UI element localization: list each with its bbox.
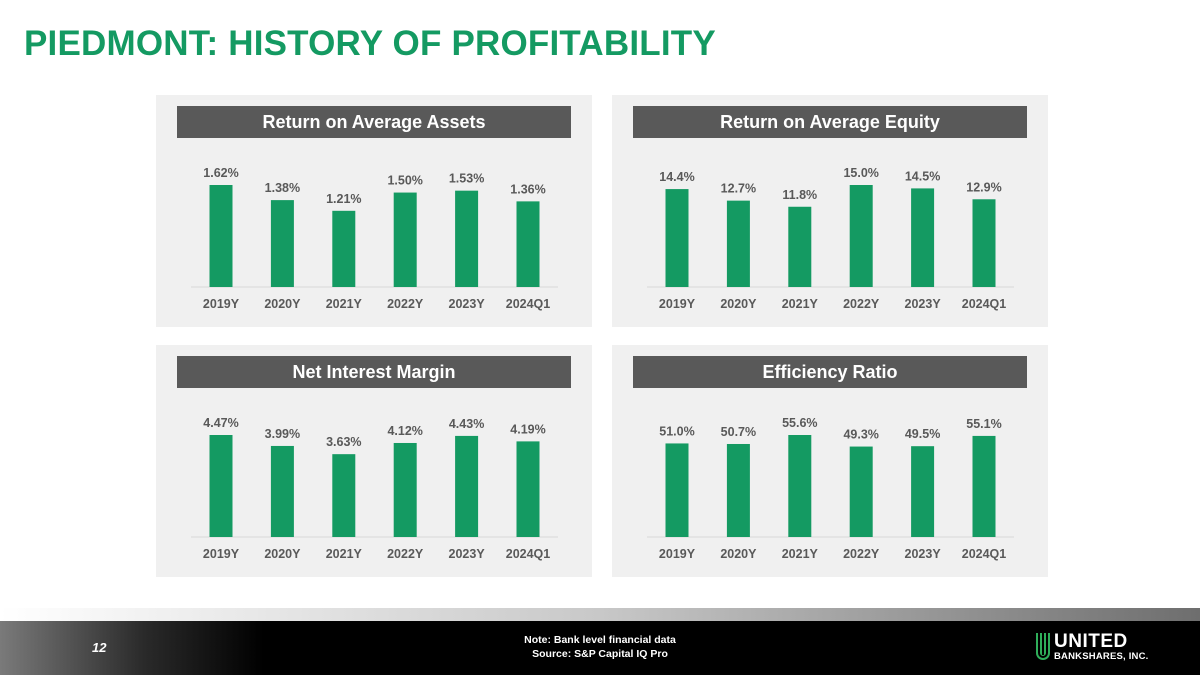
bar [455,435,479,537]
bar [332,454,356,537]
bar [332,210,356,287]
footer-notes: Note: Bank level financial data Source: … [450,633,750,661]
efficiency-chart-panel: Efficiency Ratio 51.0% 2019Y 50.7% 2020Y 55.… [612,345,1048,577]
category-label: 2022Y [843,297,880,311]
value-label: 11.8% [782,188,817,202]
category-label: 2022Y [387,547,424,561]
value-label: 1.50% [387,174,422,188]
bar [726,200,750,287]
category-label: 2024Q1 [962,297,1007,311]
category-label: 2020Y [264,297,301,311]
bar [665,189,689,287]
category-label: 2019Y [203,297,240,311]
value-label: 4.43% [449,417,484,431]
bar [393,192,417,287]
bar [455,190,479,287]
bar [516,441,540,537]
bar [849,185,873,287]
category-label: 2022Y [387,297,424,311]
value-label: 55.6% [782,416,817,430]
roae-chart: 14.4% 2019Y 12.7% 2020Y 11.8% 2021Y 15.0% 2022Y… [647,166,1014,311]
nim-chart: 4.47% 2019Y 3.99% 2020Y 3.63% 2021Y 4.12% 2022Y… [191,416,558,561]
value-label: 49.3% [843,428,878,442]
category-label: 2022Y [843,547,880,561]
footnote: Note: Bank level financial data [524,634,676,646]
bar [849,446,873,537]
company-logo: UNITED BANKSHARES, INC. [1034,631,1164,665]
value-label: 14.4% [659,170,694,184]
value-label: 15.0% [843,166,878,180]
bar [516,201,540,287]
value-label: 4.19% [510,422,545,436]
value-label: 49.5% [905,427,940,441]
bar [972,435,996,537]
value-label: 1.62% [203,166,238,180]
logo-name: UNITED [1054,631,1128,652]
efficiency-chart: 51.0% 2019Y 50.7% 2020Y 55.6% 2021Y 49.3% 2022Y… [647,416,1014,561]
bar [726,443,750,537]
value-label: 1.36% [510,182,545,196]
chart-title: Return on Average Equity [633,106,1027,138]
category-label: 2019Y [659,547,696,561]
value-label: 12.9% [966,180,1001,194]
value-label: 3.99% [265,427,300,441]
value-label: 50.7% [721,425,756,439]
slide-title: PIEDMONT: HISTORY OF PROFITABILITY [24,24,716,63]
category-label: 2020Y [720,547,757,561]
bar [209,185,233,287]
value-label: 51.0% [659,424,694,438]
bar [209,435,233,537]
category-label: 2021Y [782,547,819,561]
category-label: 2023Y [905,547,942,561]
chart-title: Return on Average Assets [177,106,571,138]
logo-mark-icon [1036,633,1050,660]
roaa-chart-panel: Return on Average Assets 1.62% 2019Y 1.38%… [156,95,592,327]
roaa-chart: 1.62% 2019Y 1.38% 2020Y 1.21% 2021Y 1.50% 2022Y… [191,166,558,311]
bar [911,446,935,537]
chart-title: Net Interest Margin [177,356,571,388]
category-label: 2023Y [449,547,486,561]
value-label: 4.47% [203,416,238,430]
value-label: 55.1% [966,417,1001,431]
bar [665,443,689,537]
roae-chart-panel: Return on Average Equity 14.4% 2019Y 12.7%… [612,95,1048,327]
bar [972,199,996,287]
value-label: 1.53% [449,172,484,186]
category-label: 2024Q1 [506,297,551,311]
value-label: 12.7% [721,182,756,196]
value-label: 14.5% [905,169,940,183]
page-number: 12 [92,640,107,655]
category-label: 2020Y [264,547,301,561]
category-label: 2024Q1 [506,547,551,561]
value-label: 1.21% [326,192,361,206]
value-label: 3.63% [326,435,361,449]
category-label: 2021Y [326,297,363,311]
category-label: 2019Y [203,547,240,561]
bar [788,206,812,287]
value-label: 1.38% [265,181,300,195]
source-note: Source: S&P Capital IQ Pro [532,648,668,660]
footer-divider [0,608,1200,621]
chart-title: Efficiency Ratio [633,356,1027,388]
nim-chart-panel: Net Interest Margin 4.47% 2019Y 3.99% 2020Y… [156,345,592,577]
category-label: 2023Y [905,297,942,311]
category-label: 2023Y [449,297,486,311]
value-label: 4.12% [387,424,422,438]
category-label: 2024Q1 [962,547,1007,561]
category-label: 2020Y [720,297,757,311]
bar [270,200,294,287]
footer-bar: 12 Note: Bank level financial data Sourc… [0,621,1200,675]
category-label: 2021Y [782,297,819,311]
bar [911,188,935,287]
category-label: 2021Y [326,547,363,561]
bar [393,442,417,537]
bar [270,445,294,537]
logo-subtitle: BANKSHARES, INC. [1054,651,1149,662]
category-label: 2019Y [659,297,696,311]
bar [788,435,812,537]
